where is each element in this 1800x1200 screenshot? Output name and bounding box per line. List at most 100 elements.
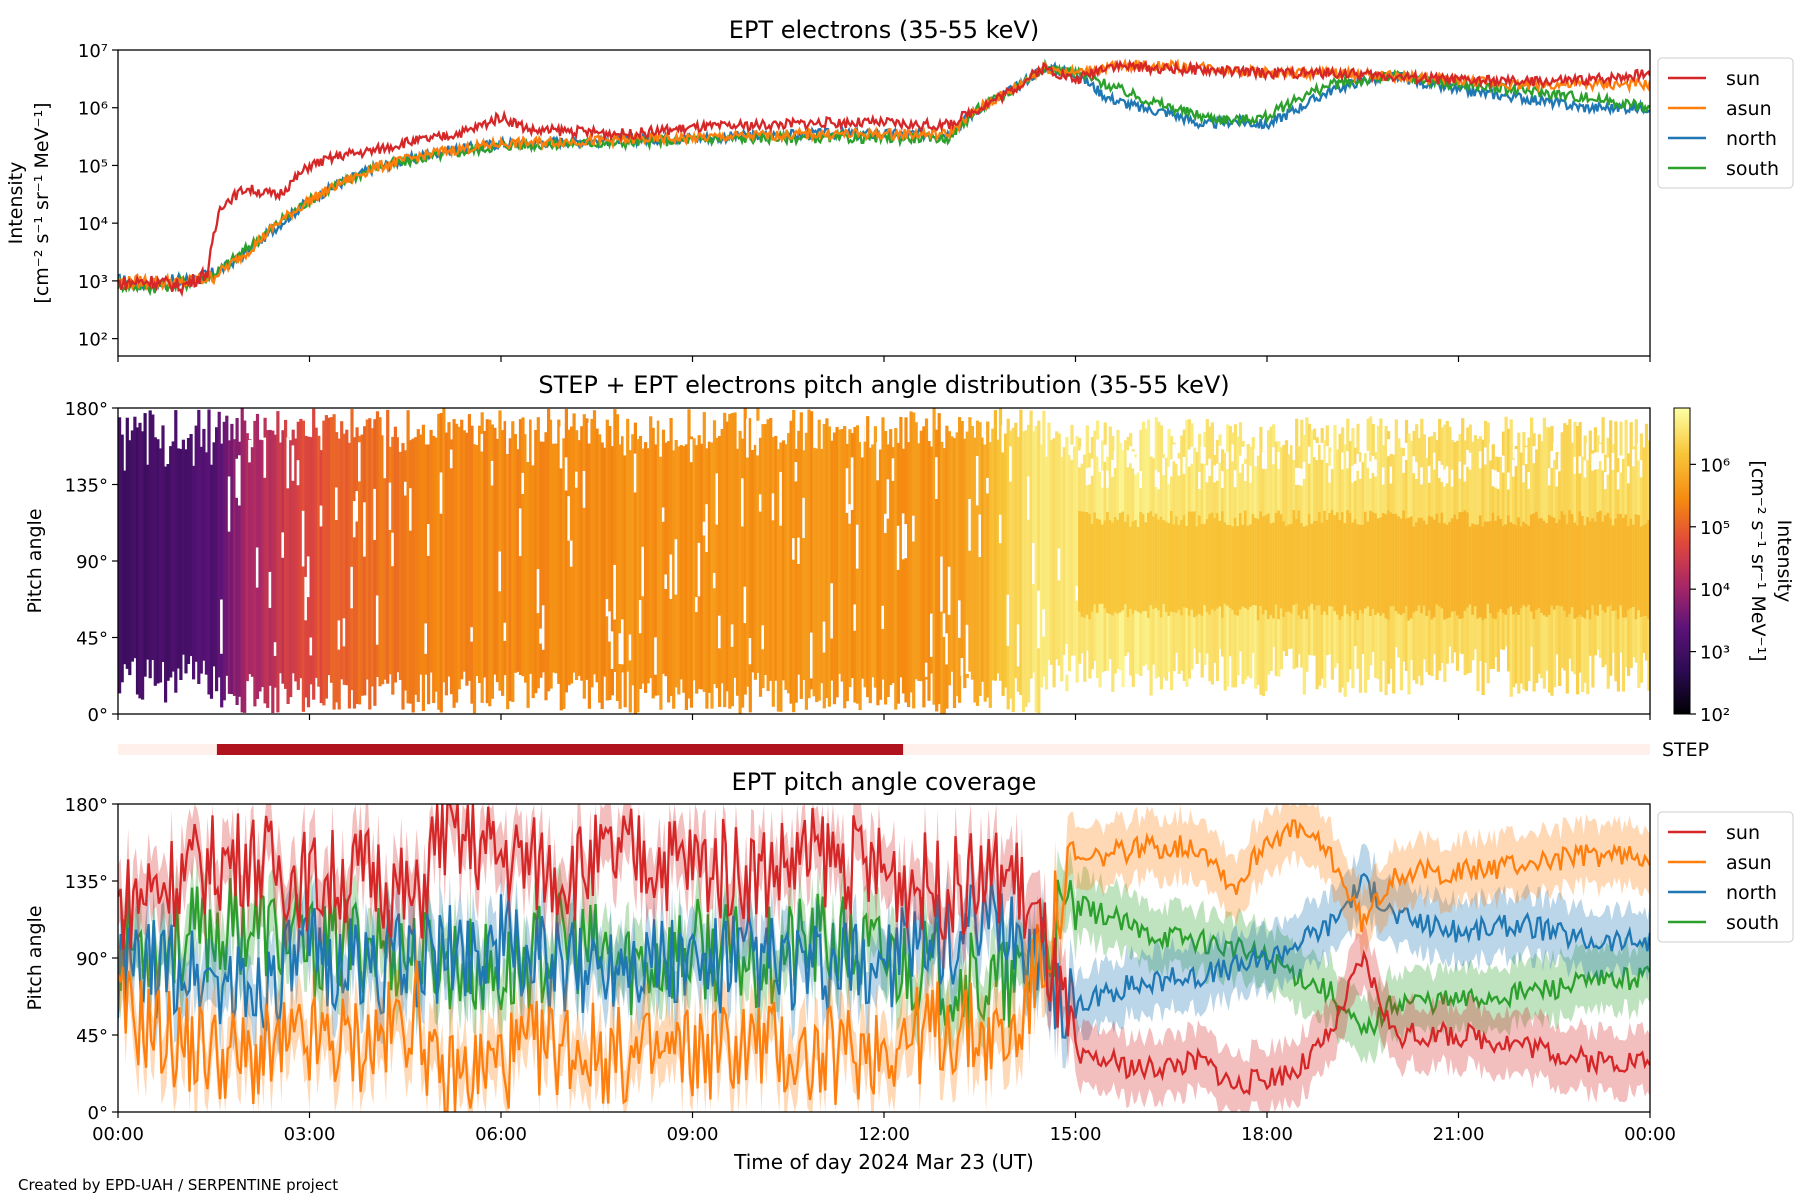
pad-cell [838,429,842,674]
pad-gap [1583,460,1587,478]
pad-cell [176,448,180,669]
pad-gap [1346,451,1350,469]
coverage-xtick-label: 09:00 [667,1124,719,1145]
pad-band [1468,526,1472,605]
colorbar-tick-label: 10⁵ [1700,518,1730,539]
pad-gap [335,487,339,520]
pad-cell [386,409,390,684]
pad-gap [623,421,627,456]
pad-band [1341,512,1345,617]
pad-gap [975,456,980,506]
pad-band [1507,515,1511,609]
colorbar-label: Intensity [1773,520,1795,603]
pad-cell [973,437,977,703]
pad-gap [669,554,673,599]
pad-cell [621,436,625,673]
intensity-series [118,57,1650,298]
pad-cell [1067,455,1071,672]
pad-cell [866,416,870,698]
pad-gap [638,600,643,634]
pad-gap [924,662,929,677]
pad-cell [156,439,160,684]
pad-band [1433,519,1437,618]
pad-band [1172,524,1176,613]
pad-gap [628,634,632,661]
pad-cell [873,426,877,688]
pad-band [1078,511,1082,612]
pad-band [1576,525,1580,618]
pad-gap [506,411,510,454]
pad-band [1371,512,1375,609]
pad-cell [764,424,768,675]
pad-cell [421,424,425,712]
pad-cell [427,444,431,705]
pad-cell [488,419,492,707]
pad-band [1215,513,1220,609]
pad-gap [235,458,239,498]
pad-band [1177,524,1181,610]
pad-gap [958,600,962,638]
coverage-legend-label-south: south [1726,912,1779,934]
pad-gap [404,481,408,496]
pad-cell [848,429,852,687]
pad-cell [501,430,505,696]
pad-gap [1381,467,1386,485]
intensity-line-asun [118,57,1650,292]
pad-band [1126,514,1130,618]
pad-cell [700,443,704,690]
pad-cell [135,427,140,695]
pad-gap [605,599,609,617]
intensity-ylabel-line2: [cm⁻² s⁻¹ sr⁻¹ MeV⁻¹] [31,102,53,303]
pad-cell [986,421,990,698]
pad-gap [1090,458,1094,476]
pad-gap [1514,449,1518,467]
pad-band [1494,520,1498,620]
pad-cell [291,429,295,674]
pad-band [1338,520,1342,620]
pad-cell [758,437,763,697]
coverage-series [118,804,1650,1112]
pad-cell [235,418,239,705]
pad-band [1141,513,1146,612]
pad-gap [608,611,612,642]
coverage-xtick-label: 15:00 [1050,1124,1102,1145]
pad-cell [460,419,464,680]
pad-gap [498,551,502,592]
pad-band [1272,522,1276,619]
pad-cell [970,426,974,680]
pad-cell [358,435,362,705]
pad-gap [1203,447,1207,464]
pad-band [1136,526,1140,612]
pad-cell [475,431,479,676]
pad-cell [998,408,1003,681]
pad-cell [978,422,982,696]
pad-cell [582,414,586,699]
pad-cell [600,442,604,709]
pad-cell [470,425,474,704]
coverage-legend-label-sun: sun [1726,822,1760,844]
pad-cell [1065,436,1069,692]
pad-cell [554,443,558,674]
pad-cell [268,429,272,686]
pad-band [1560,511,1564,607]
pad-band [1269,523,1273,615]
colorbar-tick-label: 10⁶ [1700,455,1730,476]
pad-band [1358,524,1363,611]
pad-band [1466,512,1470,608]
pad-cell [217,411,221,678]
pad-cell [212,442,216,667]
pad-band [1624,514,1628,618]
pad-cell [807,409,811,699]
pad-cell [289,440,293,698]
pad-gap [912,515,916,542]
pad-cell [457,426,461,690]
pad-panel: STEP + EPT electrons pitch angle distrib… [24,371,1795,726]
pad-gap [718,615,722,649]
pad-gap [1532,446,1536,464]
pad-gap [1277,451,1281,469]
pad-gap [1445,466,1449,484]
coverage-xtick-label: 12:00 [858,1124,910,1145]
pad-band [1614,518,1618,611]
pad-gap [659,408,663,457]
pad-gap [1553,442,1557,460]
